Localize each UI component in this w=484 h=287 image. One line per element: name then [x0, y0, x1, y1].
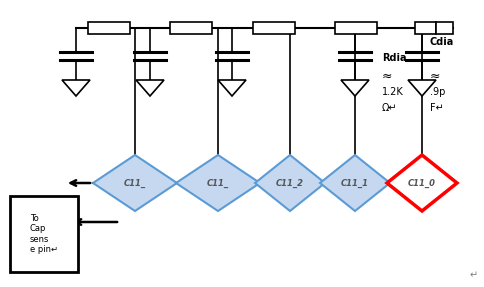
- Polygon shape: [217, 80, 245, 96]
- Bar: [253, 22, 294, 34]
- Polygon shape: [176, 155, 259, 211]
- Text: 1.2K: 1.2K: [381, 87, 403, 97]
- Text: ≈: ≈: [381, 69, 392, 82]
- Text: C11_1: C11_1: [340, 179, 368, 188]
- Text: Cdia: Cdia: [429, 37, 454, 47]
- Text: F↵: F↵: [429, 103, 443, 113]
- Text: ↵: ↵: [469, 270, 477, 280]
- Text: C11_: C11_: [207, 179, 228, 188]
- Polygon shape: [255, 155, 324, 211]
- Text: Ω↵: Ω↵: [381, 103, 397, 113]
- Polygon shape: [340, 80, 368, 96]
- Polygon shape: [319, 155, 389, 211]
- Bar: [10, 196, 78, 272]
- Bar: [414, 22, 435, 34]
- Text: ≈: ≈: [429, 69, 439, 82]
- Text: .9p: .9p: [429, 87, 444, 97]
- Text: C11_2: C11_2: [275, 179, 303, 188]
- Bar: [334, 22, 376, 34]
- Bar: [435, 22, 452, 34]
- Polygon shape: [407, 80, 435, 96]
- Text: To
Cap
sens
e pin↵: To Cap sens e pin↵: [30, 214, 58, 254]
- Polygon shape: [386, 155, 456, 211]
- Text: C11_: C11_: [124, 179, 146, 188]
- Text: C11_0: C11_0: [407, 179, 435, 188]
- Bar: [88, 22, 130, 34]
- Polygon shape: [62, 80, 90, 96]
- Text: Rdia: Rdia: [381, 53, 406, 63]
- Bar: [170, 22, 212, 34]
- Polygon shape: [93, 155, 177, 211]
- Polygon shape: [136, 80, 164, 96]
